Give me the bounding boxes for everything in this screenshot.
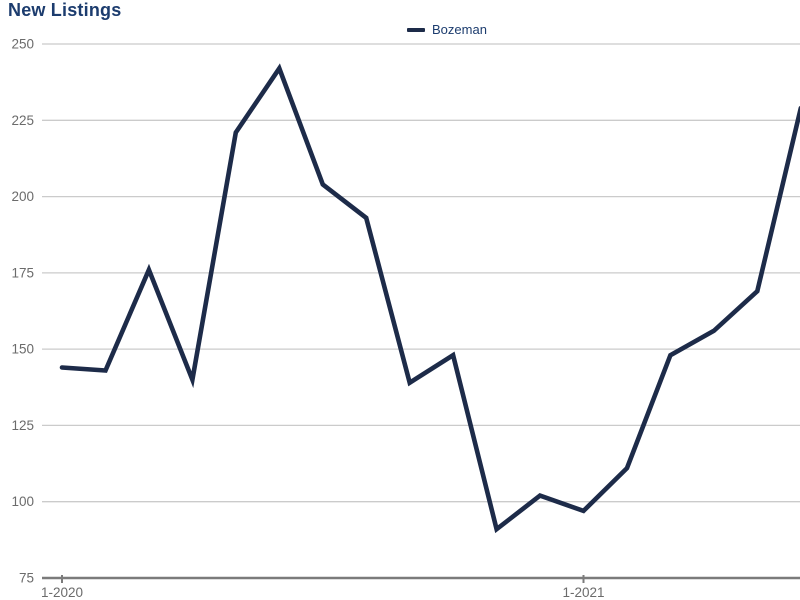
y-tick-label-75: 75 (19, 571, 34, 586)
legend-item-bozeman[interactable]: Bozeman (407, 23, 487, 37)
y-tick-label-250: 250 (11, 37, 34, 52)
y-tick-label-175: 175 (11, 265, 34, 280)
chart-title: New Listings (8, 0, 122, 20)
legend-line-swatch-icon (407, 27, 425, 33)
x-tick-label-1-2020: 1-2020 (41, 585, 83, 600)
series-line-bozeman (59, 63, 800, 534)
y-tick-label-125: 125 (11, 418, 34, 433)
y-tick-label-150: 150 (11, 342, 34, 357)
y-tick-label-225: 225 (11, 113, 34, 128)
y-tick-label-200: 200 (11, 189, 34, 204)
y-tick-label-100: 100 (11, 494, 34, 509)
legend: Bozeman (407, 23, 487, 37)
legend-label: Bozeman (432, 22, 487, 37)
x-tick-label-1-2021: 1-2021 (562, 585, 604, 600)
